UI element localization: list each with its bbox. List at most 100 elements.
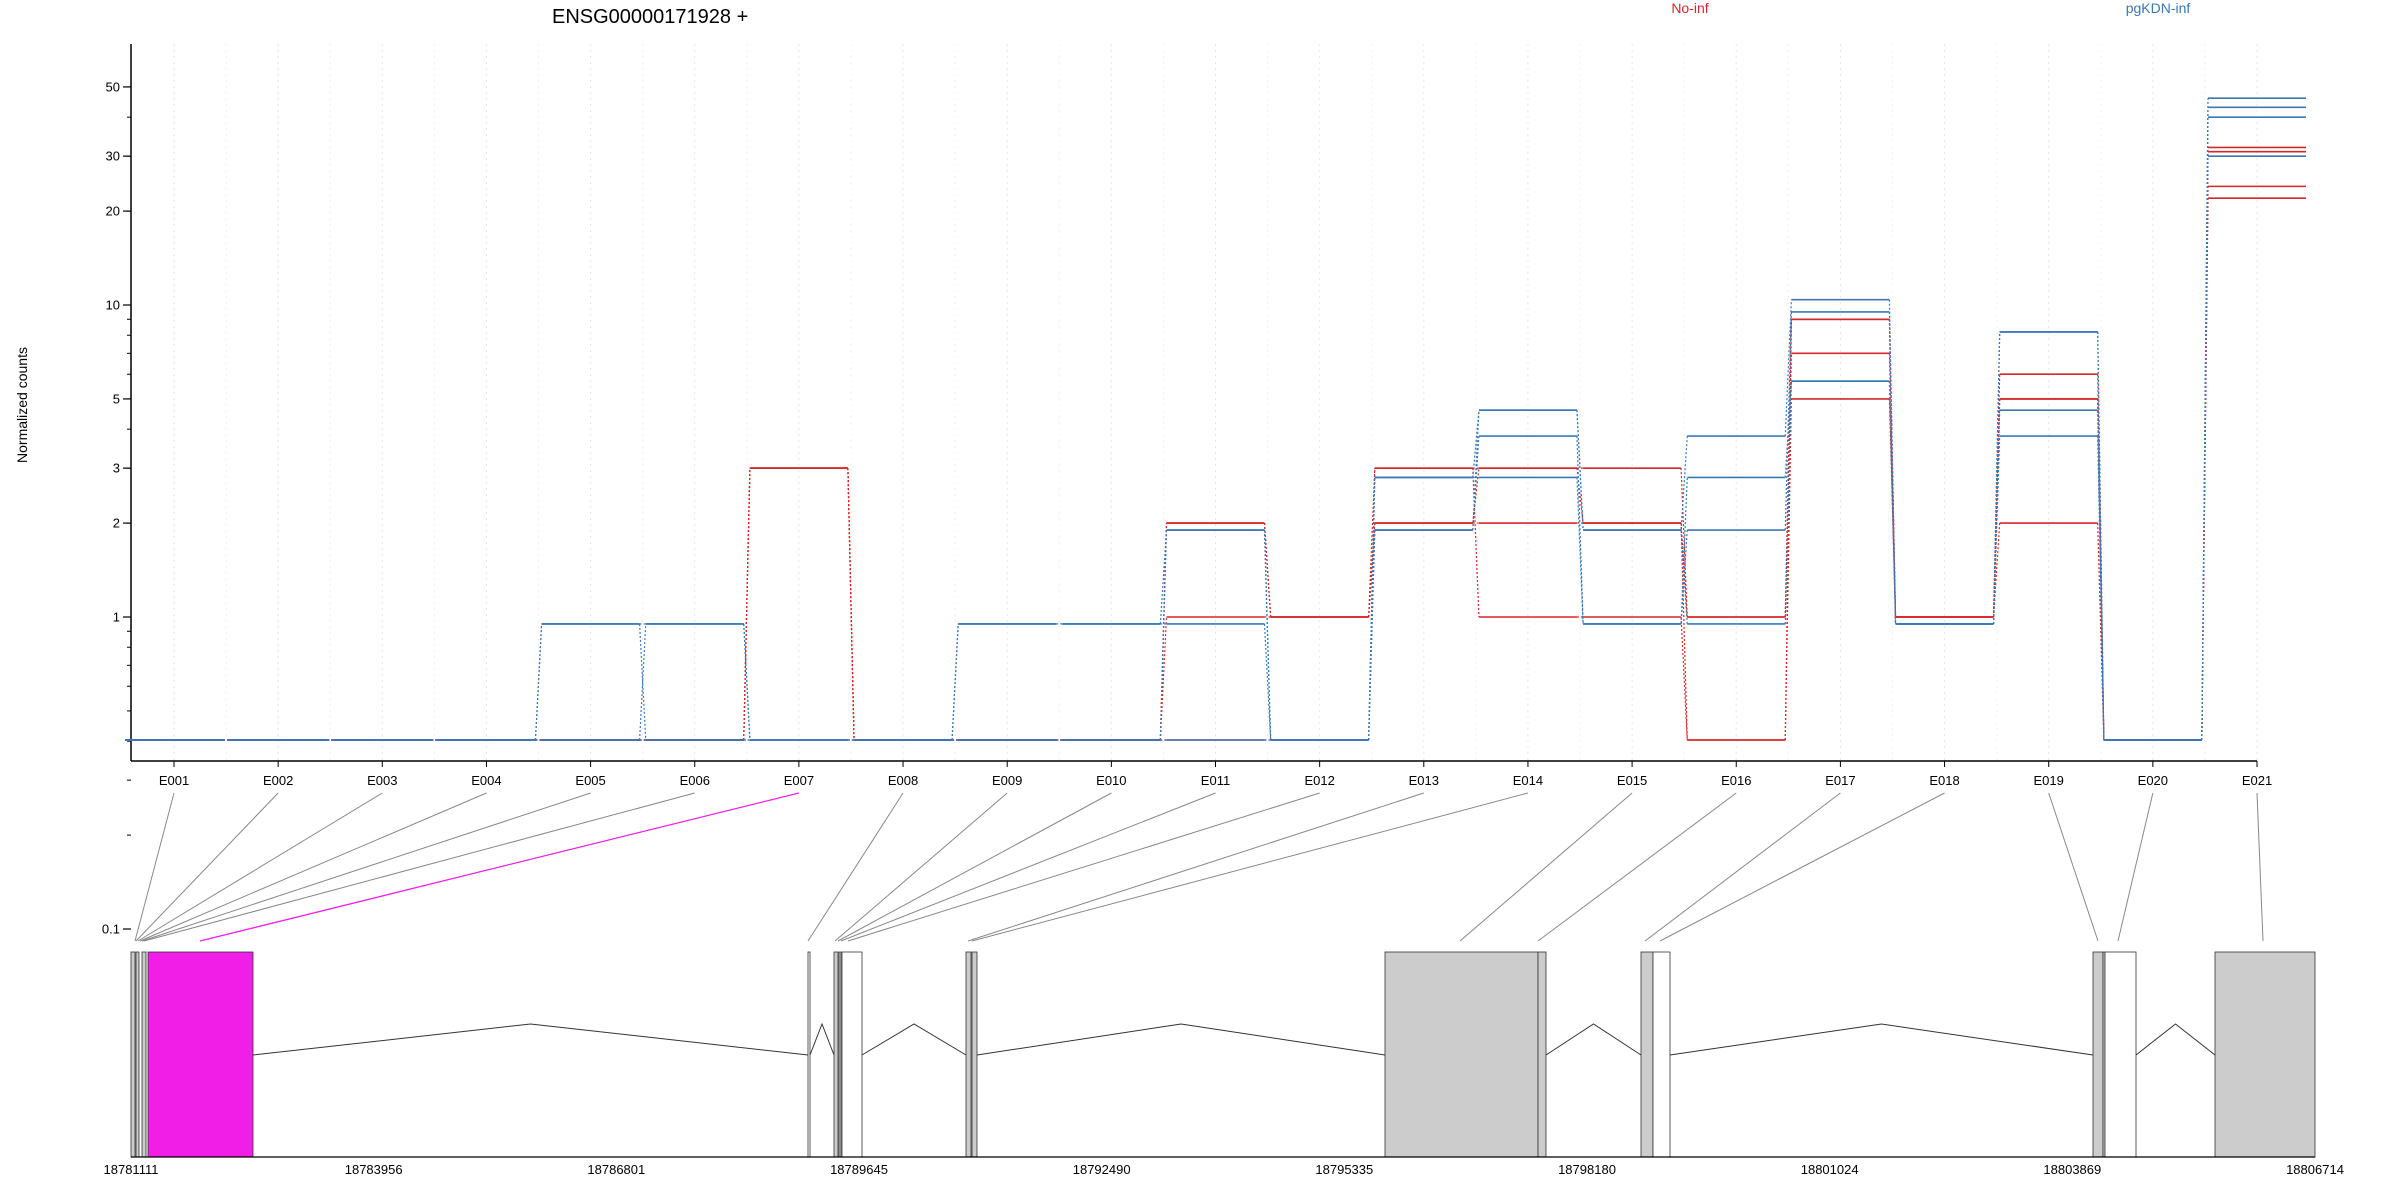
exon-connector — [143, 792, 695, 942]
legend-label-pgkdn-inf: pgKDN-inf — [2126, 0, 2191, 16]
exon-connector — [2256, 792, 2264, 942]
series-connector — [1992, 436, 2001, 624]
x-tick-label: E006 — [680, 773, 710, 788]
x-tick-label: E010 — [1096, 773, 1126, 788]
exon-connector — [2048, 792, 2099, 942]
series-connector — [2201, 156, 2209, 741]
exon-box — [833, 951, 839, 1158]
exon-box — [971, 951, 978, 1158]
exon-connector — [199, 792, 800, 942]
exon-box — [1640, 951, 1654, 1158]
legend-label-no-inf: No-inf — [1671, 0, 1708, 16]
exon-box — [135, 951, 140, 1158]
x-axis: E001 E002 E003 E004 E005 E006 E007 E008 E009 E010… — [131, 760, 2272, 788]
x-tick-label: E009 — [992, 773, 1022, 788]
exon-connectors — [134, 792, 2264, 942]
grid — [173, 44, 2258, 761]
intron-line — [809, 1022, 835, 1056]
y-tick-label: 3 — [113, 461, 120, 476]
series-connector — [1159, 530, 1168, 741]
series-connector — [1784, 311, 1792, 531]
genomic-tick-label: 18801024 — [1801, 1162, 1859, 1177]
exon-box — [130, 951, 136, 1158]
exon-box — [1652, 951, 1671, 1158]
exon-box — [2092, 951, 2104, 1158]
x-tick-label: E020 — [2138, 773, 2168, 788]
exon-connector — [1659, 792, 1945, 942]
x-tick-label: E019 — [2034, 773, 2064, 788]
exon-connector — [1459, 792, 1633, 942]
series-connector — [1472, 468, 1480, 618]
series-connector — [1680, 523, 1688, 741]
genomic-tick-label: 18806714 — [2286, 1162, 2344, 1177]
x-tick-label: E007 — [784, 773, 814, 788]
genomic-tick-label: 18795335 — [1315, 1162, 1373, 1177]
series-connector — [847, 468, 855, 741]
exon-connector — [847, 792, 1320, 942]
y-tick-label: 30 — [106, 149, 120, 164]
series-connector — [639, 623, 647, 741]
series-connector — [1784, 398, 1792, 741]
x-tick-label: E004 — [471, 773, 501, 788]
genomic-tick-label: 18781111 — [104, 1162, 159, 1177]
exon-box — [141, 951, 147, 1158]
y-tick-label: 5 — [113, 391, 120, 406]
series-connector — [1576, 477, 1584, 624]
intron-line — [861, 1023, 967, 1056]
intron-line — [1545, 1023, 1642, 1056]
y-tick-label: 20 — [106, 204, 120, 219]
x-tick-label: E002 — [263, 773, 293, 788]
genomic-axis: 18781111 18783956 18786801 18789645 18792490… — [104, 1156, 2344, 1177]
x-tick-label: E011 — [1201, 773, 1230, 788]
x-tick-label: E016 — [1721, 773, 1751, 788]
series-connector — [951, 623, 959, 741]
exon-box — [1537, 951, 1547, 1158]
series-layer — [125, 97, 2306, 741]
series-connector — [639, 623, 647, 741]
y-tick-label: 10 — [106, 298, 120, 313]
exon-box — [2214, 951, 2316, 1158]
series-connector — [1576, 436, 1584, 624]
intron-line — [252, 1023, 809, 1056]
exon-connector — [967, 792, 1424, 942]
x-tick-label: E012 — [1304, 773, 1334, 788]
genomic-tick-label: 18783956 — [345, 1162, 403, 1177]
exon-box — [2104, 951, 2137, 1158]
intron-line — [976, 1023, 1386, 1056]
intron-line — [1669, 1023, 2094, 1056]
series-connector — [1263, 623, 1272, 741]
exon-box — [1384, 951, 1539, 1158]
genomic-tick-label: 18792490 — [1073, 1162, 1131, 1177]
exon-connector — [2117, 792, 2154, 942]
genomic-tick-label: 18798180 — [1558, 1162, 1616, 1177]
series-connector — [1784, 319, 1792, 741]
exon-connector — [139, 792, 487, 942]
x-tick-label: E018 — [1929, 773, 1959, 788]
x-tick-label: E017 — [1825, 773, 1855, 788]
exon-box — [841, 951, 863, 1158]
x-tick-label: E014 — [1513, 773, 1543, 788]
exon-connector — [1537, 792, 1737, 942]
y-tick-label: 50 — [106, 79, 120, 94]
series-connector — [743, 468, 751, 741]
exon-connector — [807, 792, 904, 942]
series-connector — [2097, 331, 2105, 741]
exon-connector — [141, 792, 591, 942]
series-connector — [1784, 381, 1792, 624]
series-connector — [534, 623, 543, 741]
series-connector — [1888, 311, 1897, 624]
x-tick-label: E021 — [2242, 773, 2272, 788]
exon-box — [838, 951, 842, 1158]
exon-box-highlighted — [147, 951, 254, 1158]
x-tick-label: E008 — [888, 773, 918, 788]
exon-connector — [137, 792, 383, 942]
series-connector — [2097, 410, 2105, 741]
x-tick-label: E001 — [159, 773, 189, 788]
chart-title: ENSG00000171928 + — [552, 6, 748, 28]
y-axis: 0.1 1 2 3 5 10 20 30 50 — [102, 44, 132, 937]
intron-line — [2135, 1023, 2216, 1056]
series-connector — [1263, 530, 1272, 741]
x-tick-label: E015 — [1617, 773, 1647, 788]
exon-connector — [1644, 792, 1841, 942]
